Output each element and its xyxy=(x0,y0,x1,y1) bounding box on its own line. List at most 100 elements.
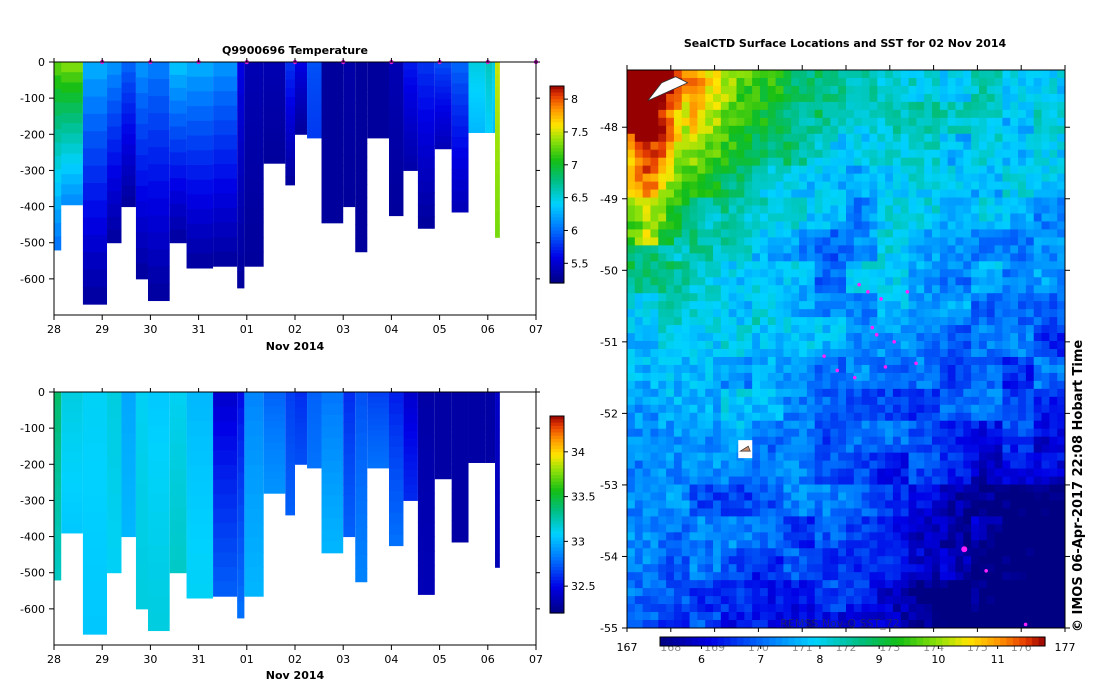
sst-cell xyxy=(892,181,902,191)
sst-cell xyxy=(799,117,808,127)
sst-cell xyxy=(822,436,831,446)
sst-cell xyxy=(713,277,722,286)
sst-cell xyxy=(947,229,957,238)
sst-cell xyxy=(955,588,964,597)
sst-cell xyxy=(955,317,964,326)
sst-cell xyxy=(877,93,886,103)
sst-cell xyxy=(1041,404,1050,414)
profile-cell xyxy=(434,410,452,418)
profile-cell xyxy=(367,83,389,90)
sst-cell xyxy=(814,516,824,525)
sst-cell xyxy=(955,540,964,549)
sst-cell xyxy=(971,309,980,318)
sst-cell xyxy=(924,285,933,294)
sst-cell xyxy=(752,452,761,462)
sst-cell xyxy=(728,500,738,510)
colorbar-swatch xyxy=(550,273,564,278)
sst-cell xyxy=(1018,133,1027,143)
sst-cell xyxy=(1049,133,1058,143)
sst-cell xyxy=(1041,205,1050,215)
sst-cell xyxy=(1057,253,1065,262)
sst-cell xyxy=(1057,492,1065,502)
sst-cell xyxy=(1049,516,1058,525)
sst-cell xyxy=(814,444,824,454)
sst-cell xyxy=(1018,572,1027,581)
sst-cell xyxy=(713,612,722,621)
sst-cell xyxy=(1049,197,1058,207)
profile-cell xyxy=(295,448,308,455)
sst-cell xyxy=(1010,524,1019,533)
sst-cell xyxy=(1025,109,1035,119)
sst-cell xyxy=(775,245,785,254)
sst-cell xyxy=(720,277,730,286)
colorbar-swatch xyxy=(550,442,564,447)
profile-cell xyxy=(367,462,389,469)
sst-cell xyxy=(846,125,855,135)
sst-cell xyxy=(759,452,769,462)
sst-cell xyxy=(869,572,878,581)
sst-cell xyxy=(947,205,957,215)
sst-cell xyxy=(728,325,738,334)
sst-cell xyxy=(658,612,667,621)
sst-cell xyxy=(861,341,871,350)
sst-cell xyxy=(775,133,785,143)
sst-cell xyxy=(783,117,792,127)
sst-cell xyxy=(838,428,847,438)
sst-cell xyxy=(971,205,980,215)
sst-cell xyxy=(924,596,933,605)
sst-cell xyxy=(705,325,714,334)
sst-cell xyxy=(627,468,636,478)
sst-cell xyxy=(744,428,753,438)
sst-cell xyxy=(658,181,667,191)
profile-cell xyxy=(495,479,500,493)
profile-cell xyxy=(169,417,187,432)
sst-cell xyxy=(900,333,910,342)
sst-cell xyxy=(658,596,667,605)
sst-cell xyxy=(877,548,886,557)
sst-cell xyxy=(705,548,714,557)
sst-cell xyxy=(994,317,1004,326)
sst-cell xyxy=(799,580,808,589)
sst-cell xyxy=(830,436,839,446)
sst-cell xyxy=(1010,532,1019,541)
sst-cell xyxy=(947,301,957,310)
sst-cell xyxy=(1041,325,1050,334)
sst-cell xyxy=(814,428,824,438)
sst-cell xyxy=(744,109,753,119)
sst-cell xyxy=(666,221,675,231)
sst-cell xyxy=(728,420,738,430)
sst-cell xyxy=(1018,117,1027,127)
sst-cell xyxy=(869,213,878,223)
sst-cell xyxy=(822,285,831,294)
sst-cell xyxy=(1041,356,1050,366)
sst-cell xyxy=(634,596,644,605)
sst-cell xyxy=(986,109,996,119)
sst-cell xyxy=(673,333,683,342)
sst-cell xyxy=(971,612,980,621)
sst-cell xyxy=(971,572,980,581)
profile-cell xyxy=(451,72,469,84)
sst-cell xyxy=(830,548,839,557)
sst-cell xyxy=(877,420,886,430)
sst-cell xyxy=(885,380,894,390)
sst-cell xyxy=(924,101,933,111)
sst-cell xyxy=(1033,277,1043,286)
sst-cell xyxy=(971,261,980,270)
sst-cell xyxy=(994,141,1004,151)
sst-cell xyxy=(736,372,745,382)
sst-cell xyxy=(908,388,917,398)
sst-cell xyxy=(1002,109,1011,119)
y-tick-label: 0 xyxy=(38,386,45,399)
profile-cell xyxy=(343,453,356,465)
sst-cell xyxy=(1033,141,1043,151)
profile-cell xyxy=(367,116,389,123)
sst-cell xyxy=(705,309,714,318)
sst-cell xyxy=(939,420,949,430)
sst-cell xyxy=(1057,221,1065,231)
sst-cell xyxy=(846,269,855,278)
sst-cell xyxy=(853,325,863,334)
sst-cell xyxy=(1057,125,1065,135)
sst-cell xyxy=(1018,125,1027,135)
sst-cell xyxy=(689,572,698,581)
sst-cell xyxy=(885,580,894,589)
